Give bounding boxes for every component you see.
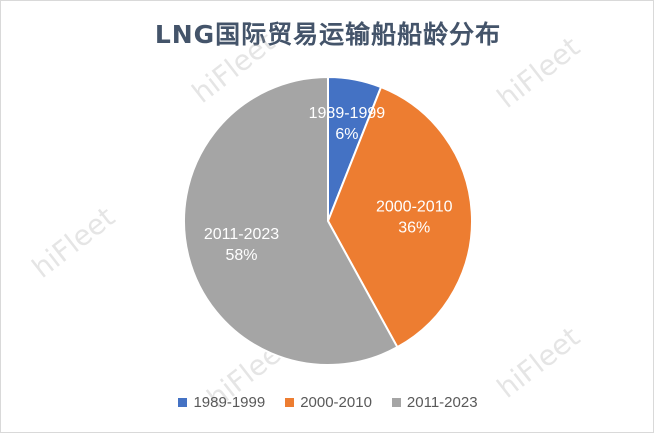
legend-swatch-1989-1999: [178, 398, 188, 407]
pie-slice-2000-2010: [326, 85, 473, 349]
slice-value-label: 58%: [226, 247, 258, 264]
legend-item: 1989-1999: [178, 394, 265, 411]
chart-legend: 1989-1999 2000-2010 2011-2023: [1, 394, 654, 411]
legend-label: 2011-2023: [406, 394, 478, 411]
legend-label: 1989-1999: [193, 394, 266, 411]
legend-label: 2000-2010: [300, 394, 372, 411]
legend-swatch-2000-2010: [285, 398, 295, 407]
chart-title: LNG国际贸易运输船船龄分布: [154, 20, 502, 49]
slice-category-label: 2011-2023: [204, 226, 279, 243]
legend-item: 2011-2023: [391, 394, 478, 411]
pie-slice-2011-2023: [183, 75, 399, 366]
legend-swatch-2011-2023: [391, 398, 401, 407]
slice-category-label: 1989-1999: [309, 105, 386, 122]
slice-category-label: 2000-2010: [376, 199, 453, 216]
legend-item: 2000-2010: [285, 394, 372, 411]
slice-value-label: 36%: [398, 220, 430, 237]
slice-value-label: 6%: [335, 126, 358, 143]
